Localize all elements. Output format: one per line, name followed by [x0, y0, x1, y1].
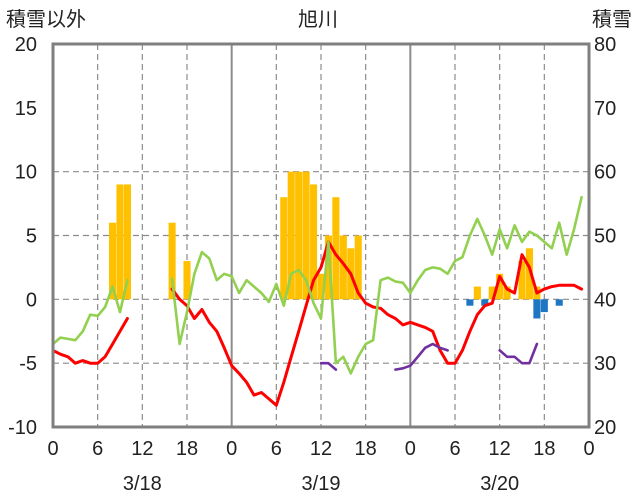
x-tick-label: 12 [310, 438, 332, 460]
left-tick-label: -10 [8, 417, 37, 439]
left-axis-ticks: -10 -5 0 5 10 15 20 [8, 34, 37, 439]
x-tick-label: 0 [405, 438, 416, 460]
right-tick-label: 30 [594, 353, 616, 375]
bar [302, 171, 310, 300]
bar [317, 273, 325, 300]
bar [525, 248, 533, 300]
right-tick-label: 70 [594, 98, 616, 120]
x-tick-label: 18 [533, 438, 555, 460]
plot-area-border [51, 42, 591, 429]
series-line [51, 240, 584, 407]
bar [280, 197, 288, 300]
day-label: 3/18 [123, 473, 162, 495]
bar [473, 286, 481, 300]
left-tick-label: 15 [15, 98, 37, 120]
series-line [321, 344, 582, 370]
bar [518, 261, 526, 300]
left-tick-label: -5 [19, 353, 37, 375]
day-label: 3/20 [480, 473, 519, 495]
left-axis-title: 積雪以外 [6, 8, 86, 31]
x-tick-label: 6 [92, 438, 103, 460]
right-tick-label: 40 [594, 289, 616, 311]
bar [339, 235, 347, 300]
grid [53, 44, 589, 427]
bar [354, 235, 362, 300]
chart-title: 旭川 [298, 8, 338, 31]
bar [466, 299, 474, 306]
left-tick-label: 0 [26, 289, 37, 311]
x-tick-label: 18 [176, 438, 198, 460]
bar [488, 286, 496, 300]
x-tick-label: 12 [489, 438, 511, 460]
right-axis-ticks: 20 30 40 50 60 70 80 [594, 34, 616, 439]
left-tick-label: 10 [15, 162, 37, 184]
right-tick-label: 20 [594, 417, 616, 439]
day-label: 3/19 [302, 473, 341, 495]
bar [555, 299, 563, 306]
bar [533, 299, 541, 319]
x-axis-ticks: 0 6 12 18 0 6 12 18 0 6 12 18 0 [47, 438, 594, 460]
bar [287, 171, 295, 300]
x-tick-label: 0 [47, 438, 58, 460]
x-tick-label: 12 [131, 438, 153, 460]
right-tick-label: 50 [594, 226, 616, 248]
bar [503, 286, 511, 300]
bar [116, 184, 124, 300]
x-tick-label: 6 [449, 438, 460, 460]
x-tick-label: 0 [226, 438, 237, 460]
x-tick-label: 6 [271, 438, 282, 460]
bar [481, 299, 489, 306]
bar [324, 235, 332, 300]
bar [183, 261, 191, 300]
x-tick-label: 18 [355, 438, 377, 460]
left-tick-label: 20 [15, 34, 37, 56]
bar [332, 197, 340, 300]
bar [109, 222, 117, 300]
bar [295, 171, 303, 300]
bar [310, 184, 318, 300]
bar [168, 222, 176, 300]
right-axis-title: 積雪 [592, 8, 632, 31]
series-line [51, 195, 583, 375]
left-tick-label: 5 [26, 226, 37, 248]
bar [496, 273, 504, 300]
x-tick-label: 0 [583, 438, 594, 460]
day-labels: 3/18 3/19 3/20 [123, 473, 519, 495]
right-tick-label: 80 [594, 34, 616, 56]
right-tick-label: 60 [594, 162, 616, 184]
series-lines [51, 195, 584, 407]
bar [540, 299, 548, 313]
bar [123, 184, 131, 300]
